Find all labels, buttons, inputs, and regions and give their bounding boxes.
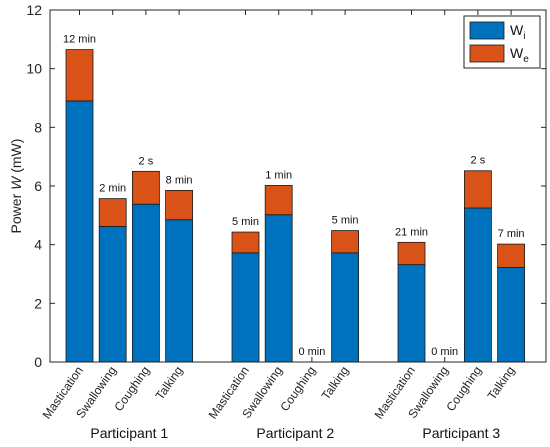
bar-we-talking	[331, 230, 360, 254]
y-tick-label: 12	[26, 2, 42, 18]
y-tick-label: 4	[34, 237, 42, 253]
bar-wi-mastication	[397, 264, 426, 363]
bar-we-mastication	[397, 241, 426, 266]
bar-duration-label: 2 s	[471, 155, 486, 167]
category-label: Talking	[153, 364, 186, 403]
bar-wi-talking	[497, 267, 526, 363]
bar-duration-label: 5 min	[232, 216, 259, 228]
legend-swatch	[469, 21, 505, 40]
bar-duration-label: 1 min	[265, 169, 292, 181]
bar-duration-label: 21 min	[395, 226, 428, 238]
bar-duration-label: 0 min	[431, 346, 458, 358]
bar-wi-coughing	[131, 203, 160, 363]
bar-we-swallowing	[264, 185, 293, 216]
bar-wi-mastication	[65, 100, 94, 363]
y-tick-label: 8	[34, 119, 42, 135]
legend: Wi We	[463, 15, 541, 69]
bar-wi-coughing	[463, 207, 492, 363]
y-axis-label: Power W (mW)	[8, 139, 24, 234]
bar-wi-swallowing	[264, 214, 293, 363]
bar-duration-label: 12 min	[63, 34, 96, 46]
legend-label: We	[510, 45, 529, 65]
bar-we-coughing	[463, 170, 492, 209]
bar-duration-label: 8 min	[166, 174, 193, 186]
bar-we-mastication	[231, 231, 260, 254]
bar-we-coughing	[131, 170, 160, 205]
bar-duration-label: 2 s	[139, 155, 154, 167]
participant-group-label: Participant 1	[90, 425, 168, 441]
participant-group-label: Participant 2	[256, 425, 334, 441]
legend-swatch	[469, 44, 505, 63]
y-tick-label: 2	[34, 295, 42, 311]
bar-we-talking	[165, 189, 194, 221]
category-label: Talking	[485, 364, 518, 403]
bar-we-mastication	[65, 49, 94, 102]
bar-we-swallowing	[98, 198, 127, 227]
bar-wi-talking	[165, 219, 194, 363]
bar-duration-label: 2 min	[99, 183, 126, 195]
category-label: Talking	[319, 364, 352, 403]
participant-group-label: Participant 3	[422, 425, 500, 441]
bar-we-talking	[497, 243, 526, 268]
axes: 0 2 4 6 8 10 12 Power W (mW)	[8, 2, 547, 370]
bars	[65, 49, 526, 363]
y-tick-label: 0	[34, 354, 42, 370]
y-tick-label: 6	[34, 178, 42, 194]
bar-wi-mastication	[231, 252, 260, 363]
legend-label: Wi	[510, 22, 525, 42]
bar-wi-swallowing	[98, 226, 127, 363]
y-tick-label: 10	[26, 61, 42, 77]
bar-duration-label: 0 min	[298, 346, 325, 358]
bar-duration-label: 5 min	[332, 215, 359, 227]
bar-duration-label: 7 min	[498, 228, 525, 240]
bar-wi-talking	[331, 252, 360, 363]
